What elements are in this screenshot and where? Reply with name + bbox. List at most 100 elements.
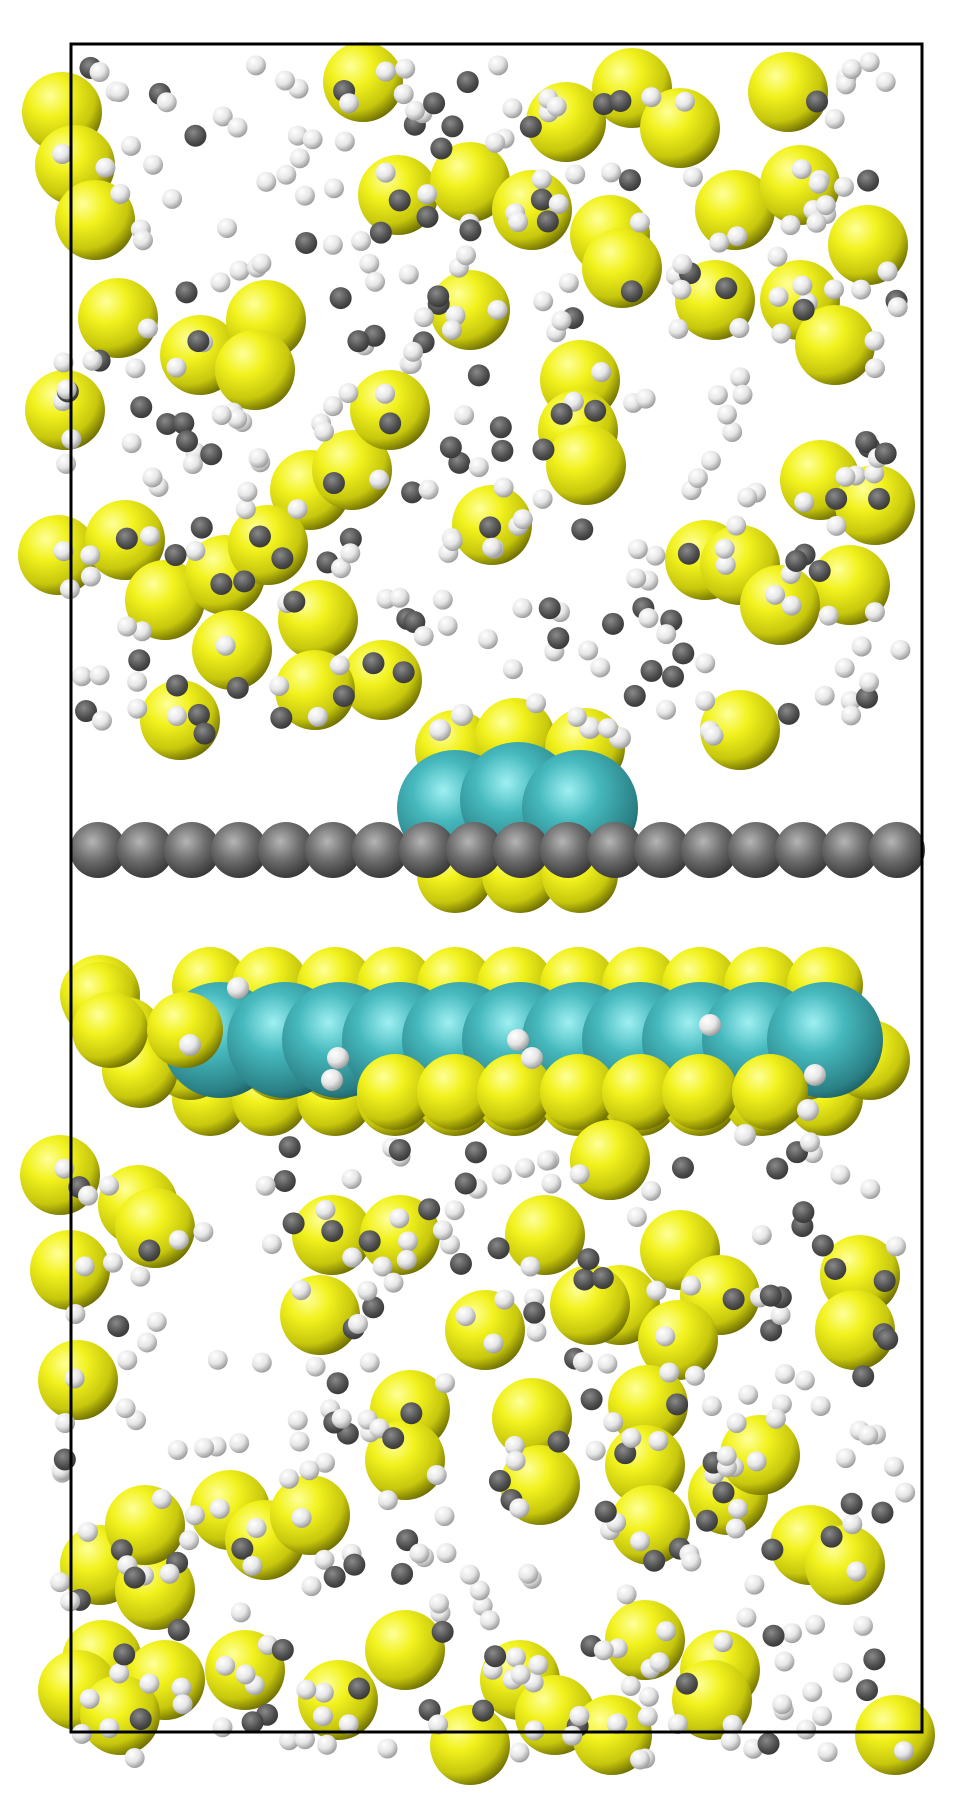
hydrogen-atom: [569, 1164, 590, 1185]
carbon-atom: [580, 1388, 603, 1411]
hydrogen-atom: [730, 367, 751, 388]
hydrogen-atom: [132, 621, 153, 642]
carbon-atom: [401, 481, 424, 504]
hydrogen-atom: [210, 272, 231, 293]
hydrogen-atom: [109, 1663, 130, 1684]
hydrogen-atom: [505, 1450, 526, 1471]
hydrogen-atom: [429, 719, 451, 741]
hydrogen-atom: [767, 246, 788, 267]
hydrogen-atom: [682, 166, 703, 187]
hydrogen-atom: [395, 58, 416, 79]
hydrogen-atom: [316, 1734, 337, 1755]
hydrogen-atom: [701, 1396, 722, 1417]
hydrogen-atom: [859, 52, 880, 73]
sulfur-atom: [323, 42, 403, 122]
hydrogen-atom: [483, 1333, 504, 1354]
hydrogen-atom: [315, 1452, 336, 1473]
hydrogen-atom: [649, 1652, 670, 1673]
hydrogen-atom: [722, 421, 743, 442]
carbon-atom: [456, 71, 479, 94]
hydrogen-atom: [82, 350, 103, 371]
hydrogen-atom: [434, 1506, 455, 1527]
carbon-atom: [869, 822, 925, 878]
hydrogen-atom: [488, 55, 509, 76]
hydrogen-atom: [301, 1576, 322, 1597]
hydrogen-atom: [684, 1365, 705, 1386]
sulfur-atom: [695, 170, 775, 250]
carbon-atom: [323, 1565, 346, 1588]
hydrogen-atom: [771, 323, 792, 344]
hydrogen-atom: [629, 212, 650, 233]
hydrogen-atom: [469, 1580, 490, 1601]
sulfur-atom: [365, 1610, 445, 1690]
hydrogen-atom: [635, 388, 656, 409]
carbon-atom: [594, 1500, 617, 1523]
hydrogen-atom: [597, 1353, 618, 1374]
hydrogen-atom: [140, 526, 161, 547]
carbon-atom: [792, 1201, 815, 1224]
carbon-atom: [283, 590, 306, 613]
carbon-atom: [677, 542, 700, 565]
hydrogen-atom: [64, 1368, 85, 1389]
hydrogen-atom: [504, 1435, 525, 1456]
hydrogen-atom: [853, 1615, 874, 1636]
hydrogen-atom: [774, 1651, 795, 1672]
hydrogen-atom: [712, 1632, 733, 1653]
hydrogen-atom: [435, 1372, 456, 1393]
hydrogen-atom: [655, 1326, 676, 1347]
carbon-atom: [672, 642, 695, 665]
hydrogen-atom: [227, 977, 249, 999]
hydrogen-atom: [832, 1662, 853, 1683]
carbon-atom: [418, 1198, 441, 1221]
hydrogen-atom: [479, 1610, 500, 1631]
hydrogen-atom: [510, 1664, 531, 1685]
hydrogen-atom: [413, 307, 434, 328]
hydrogen-atom: [638, 1686, 659, 1707]
hydrogen-atom: [521, 1047, 543, 1069]
hydrogen-atom: [641, 1180, 662, 1201]
hydrogen-atom: [851, 636, 872, 657]
carbon-atom: [855, 430, 878, 453]
hydrogen-atom: [54, 1158, 75, 1179]
hydrogen-atom: [428, 1714, 449, 1735]
carbon-atom: [339, 527, 362, 550]
carbon-atom: [167, 1618, 190, 1641]
hydrogen-atom: [313, 1682, 334, 1703]
carbon-atom: [211, 822, 267, 878]
carbon-atom: [193, 722, 216, 745]
hydrogen-atom: [261, 1234, 282, 1255]
sulfur-atom: [215, 330, 295, 410]
hydrogen-atom: [518, 1563, 539, 1584]
hydrogen-atom: [621, 1427, 642, 1448]
hydrogen-atom: [56, 453, 77, 474]
carbon-atom: [123, 1566, 146, 1589]
hydrogen-atom: [417, 184, 438, 205]
hydrogen-atom: [171, 1677, 192, 1698]
carbon-atom: [722, 1288, 745, 1311]
hydrogen-atom: [340, 543, 361, 564]
carbon-atom: [777, 702, 800, 725]
carbon-atom: [811, 1234, 834, 1257]
carbon-atom: [156, 413, 179, 436]
carbon-atom: [824, 1257, 847, 1280]
hydrogen-atom: [256, 171, 277, 192]
hydrogen-atom: [269, 675, 290, 696]
hydrogen-atom: [359, 1352, 380, 1373]
hydrogen-atom: [671, 279, 692, 300]
carbon-atom: [107, 1315, 130, 1338]
hydrogen-atom: [235, 499, 256, 520]
hydrogen-atom: [377, 1738, 398, 1759]
sulfur-atom: [732, 1054, 808, 1130]
hydrogen-atom: [227, 117, 248, 138]
carbon-atom: [53, 1448, 76, 1471]
carbon-atom: [856, 686, 879, 709]
carbon-atom: [487, 1237, 510, 1260]
hydrogen-atom: [102, 1252, 123, 1273]
hydrogen-atom: [375, 383, 396, 404]
hydrogen-atom: [726, 1412, 747, 1433]
carbon-atom: [128, 649, 151, 672]
hydrogen-atom: [115, 1398, 136, 1419]
hydrogen-atom: [323, 178, 344, 199]
hydrogen-atom: [432, 1220, 453, 1241]
